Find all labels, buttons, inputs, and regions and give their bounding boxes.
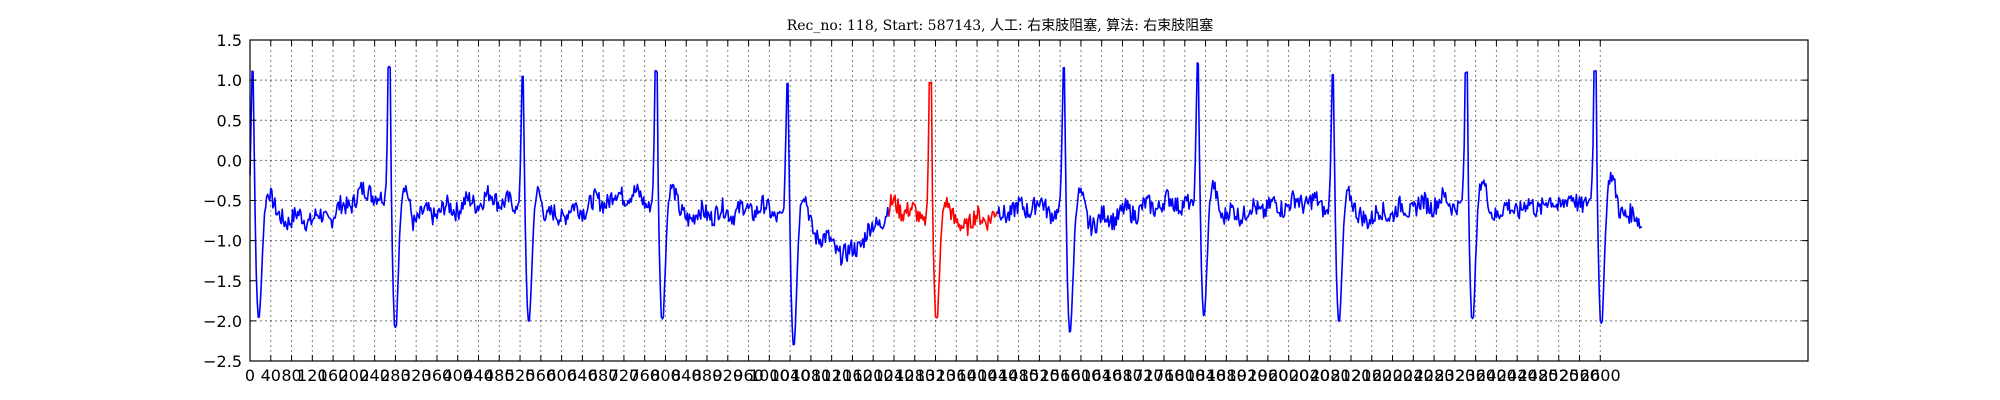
x-tick-label: 2320: [1434, 366, 1475, 385]
x-tick-label: 960: [733, 366, 764, 385]
x-tick-label: 1320: [915, 366, 956, 385]
series-line-3: [997, 62, 1643, 333]
x-tick-label: 2560: [1559, 366, 1600, 385]
x-tick-label: 1360: [936, 366, 977, 385]
y-tick-label: 1.0: [217, 71, 242, 90]
y-tick-label: −0.5: [203, 192, 242, 211]
x-tick-label: 2240: [1393, 366, 1434, 385]
x-tick-label: 640: [567, 366, 598, 385]
x-tick-label: 1560: [1040, 366, 1081, 385]
x-tick-label: 1440: [977, 366, 1018, 385]
y-tick-label: 0.5: [217, 111, 242, 130]
x-tick-label: 240: [359, 366, 390, 385]
y-tick-label: −2.5: [203, 352, 242, 371]
x-tick-label: 2600: [1580, 366, 1621, 385]
x-tick-label: 1640: [1081, 366, 1122, 385]
x-tick-label: 720: [609, 366, 640, 385]
x-tick-label: 1160: [832, 366, 873, 385]
x-tick-label: 1880: [1206, 366, 1247, 385]
x-tick-label: 200: [339, 366, 370, 385]
x-tick-label: 2360: [1455, 366, 1496, 385]
x-tick-label: 2000: [1268, 366, 1309, 385]
x-tick-label: 1920: [1227, 366, 1268, 385]
y-tick-label: −1.5: [203, 272, 242, 291]
x-tick-label: 2040: [1289, 366, 1330, 385]
x-tick-label: 1240: [874, 366, 915, 385]
x-tick-label: 1040: [770, 366, 811, 385]
chart-title: Rec_no: 118, Start: 587143, 人工: 右束肢阻塞, 算…: [787, 17, 1214, 34]
x-tick-label: 1080: [791, 366, 832, 385]
x-tick-label: 440: [463, 366, 494, 385]
x-tick-label: 2400: [1476, 366, 1517, 385]
x-tick-label: 800: [650, 366, 681, 385]
x-tick-label: 2440: [1497, 366, 1538, 385]
x-tick-label: 120: [297, 366, 328, 385]
x-tick-label: 280: [380, 366, 411, 385]
x-tick-label: 1760: [1144, 366, 1185, 385]
x-tick-label: 880: [692, 366, 723, 385]
x-tick-label: 0: [245, 366, 255, 385]
y-tick-label: −1.0: [203, 232, 242, 251]
series-line-2: [888, 81, 999, 319]
x-tick-label: 1000: [749, 366, 790, 385]
x-tick-label: 320: [401, 366, 432, 385]
x-tick-label: 2520: [1538, 366, 1579, 385]
y-tick-label: 1.5: [217, 31, 242, 50]
x-tick-label: 2480: [1518, 366, 1559, 385]
x-tick-label: 1120: [811, 366, 852, 385]
x-tick-label: 2080: [1310, 366, 1351, 385]
x-tick-label: 920: [713, 366, 744, 385]
y-axis: −2.5 −2.0 −1.5 −1.0 −0.5 0.0 0.5 1.0 1.5: [203, 31, 1808, 371]
x-tick-label: 1400: [957, 366, 998, 385]
x-axis: 0 40 8012016020024028032036040044048052056…: [245, 40, 1621, 385]
x-tick-label: 360: [422, 366, 453, 385]
x-tick-label: 480: [484, 366, 515, 385]
x-tick-label: 2160: [1351, 366, 1392, 385]
y-tick-label: −2.0: [203, 312, 242, 331]
x-tick-label: 2120: [1331, 366, 1372, 385]
x-tick-label: 80: [281, 366, 301, 385]
x-tick-label: 40: [261, 366, 281, 385]
x-tick-label: 1720: [1123, 366, 1164, 385]
x-tick-label: 1680: [1102, 366, 1143, 385]
series-line-1: [249, 65, 890, 346]
x-tick-label: 2280: [1414, 366, 1455, 385]
y-tick-label: 0.0: [217, 151, 242, 170]
x-tick-label: 1600: [1061, 366, 1102, 385]
x-tick-label: 160: [318, 366, 349, 385]
x-tick-label: 1480: [998, 366, 1039, 385]
x-tick-label: 1200: [853, 366, 894, 385]
x-tick-label: 680: [588, 366, 619, 385]
x-tick-label: 600: [546, 366, 577, 385]
x-tick-label: 2200: [1372, 366, 1413, 385]
x-tick-label: 560: [526, 366, 557, 385]
x-tick-label: 1520: [1019, 366, 1060, 385]
x-tick-label: 1960: [1248, 366, 1289, 385]
x-tick-label: 520: [505, 366, 536, 385]
ecg-series: [249, 62, 1643, 346]
x-tick-label: 840: [671, 366, 702, 385]
x-tick-label: 1800: [1164, 366, 1205, 385]
x-tick-label: 400: [442, 366, 473, 385]
x-tick-label: 760: [629, 366, 660, 385]
x-tick-label: 1280: [894, 366, 935, 385]
x-tick-label: 1840: [1185, 366, 1226, 385]
